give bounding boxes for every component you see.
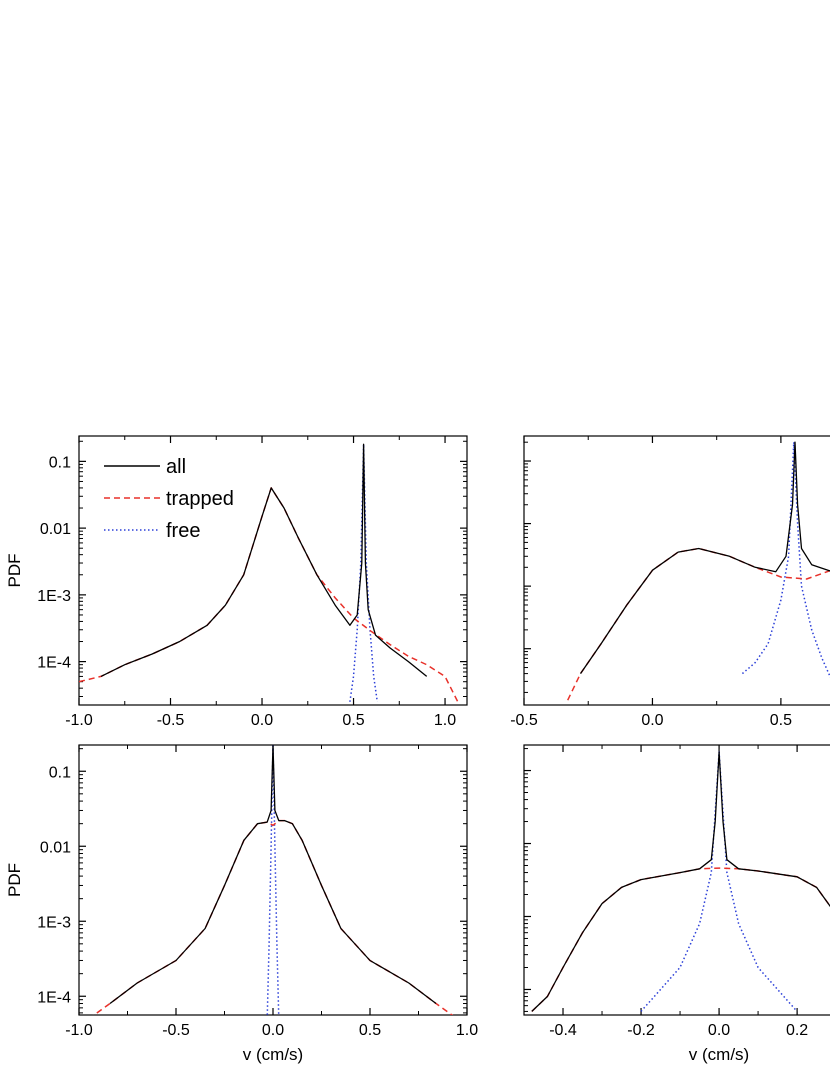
x-axis-title: v (cm/s) bbox=[243, 1045, 303, 1064]
x-tick-label: 0.5 bbox=[770, 712, 792, 729]
series-line-trapped bbox=[79, 487, 459, 703]
x-tick-label: -1.0 bbox=[65, 712, 93, 729]
y-tick-label: 0.1 bbox=[49, 454, 71, 471]
x-tick-label: 0.0 bbox=[641, 712, 663, 729]
x-tick-label: 0.5 bbox=[359, 1022, 381, 1039]
series-line-free bbox=[640, 751, 798, 1012]
legend-label-trapped: trapped bbox=[166, 488, 234, 510]
x-tick-label: 1.0 bbox=[434, 712, 456, 729]
panel-bottom-right: -0.4 -0.2 0.0 0.2 v (cm/s) bbox=[523, 744, 830, 1064]
x-tick-label: 0.0 bbox=[251, 712, 273, 729]
series-group bbox=[567, 441, 830, 701]
x-tick-label: 0.2 bbox=[786, 1022, 808, 1039]
panel-bottom-left: -1.0 -0.5 0.0 0.5 1.0 0.1 0.01 1E-3 1E-4 PDF v (cm… bbox=[5, 744, 478, 1064]
plot-frame bbox=[78, 744, 468, 1016]
x-tick-label: -0.2 bbox=[627, 1022, 655, 1039]
y-tick-label: 1E-3 bbox=[37, 588, 71, 605]
series-line-all bbox=[579, 441, 830, 674]
y-tick-label: 0.01 bbox=[40, 839, 71, 856]
y-tick-label: 1E-3 bbox=[37, 914, 71, 931]
y-tick-label: 0.1 bbox=[49, 764, 71, 781]
x-tick-label: -1.0 bbox=[65, 1022, 93, 1039]
series-line-trapped bbox=[567, 547, 830, 701]
series-group bbox=[92, 745, 454, 1015]
series-line-trapped bbox=[92, 819, 454, 1015]
panel-top-left: -1.0 -0.5 0.0 0.5 1.0 0.1 0.01 1E-3 1E-4 PDF all tr… bbox=[5, 435, 468, 729]
y-axis-title: PDF bbox=[5, 554, 24, 588]
panel-top-right: -0.5 0.0 0.5 bbox=[510, 435, 830, 729]
x-tick-label: 0.0 bbox=[708, 1022, 730, 1039]
x-tick-label: 0.5 bbox=[342, 712, 364, 729]
x-tick-label: -0.5 bbox=[162, 1022, 190, 1039]
plot-frame bbox=[523, 435, 830, 706]
series-group bbox=[79, 443, 459, 703]
plot-frame bbox=[523, 744, 830, 1016]
plot-frame bbox=[78, 435, 468, 706]
x-tick-label: -0.5 bbox=[510, 712, 538, 729]
x-axis-title: v (cm/s) bbox=[689, 1045, 749, 1064]
series-line-free bbox=[349, 443, 379, 702]
x-tick-label: 0.0 bbox=[262, 1022, 284, 1039]
series-line-free bbox=[266, 745, 280, 1015]
series-line-free bbox=[741, 441, 830, 679]
x-tick-label: -0.4 bbox=[549, 1022, 577, 1039]
y-axis-title: PDF bbox=[5, 863, 24, 897]
series-line-all bbox=[531, 751, 830, 1012]
legend-label-all: all bbox=[166, 456, 186, 478]
y-tick-label: 1E-4 bbox=[37, 989, 71, 1006]
x-tick-label: -0.5 bbox=[157, 712, 185, 729]
series-line-all bbox=[100, 443, 428, 677]
y-tick-label: 1E-4 bbox=[37, 655, 71, 672]
series-group bbox=[531, 751, 830, 1012]
series-line-all bbox=[109, 745, 437, 1005]
legend: all trapped free bbox=[104, 456, 234, 542]
legend-label-free: free bbox=[166, 520, 200, 542]
y-tick-label: 0.01 bbox=[40, 521, 71, 538]
series-line-trapped bbox=[531, 867, 830, 1012]
x-tick-label: 1.0 bbox=[456, 1022, 478, 1039]
